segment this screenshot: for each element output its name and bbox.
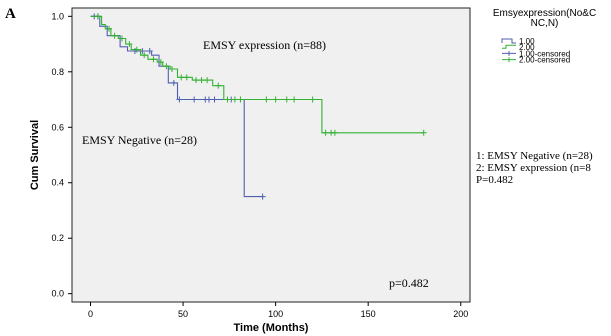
censor-mark-2 bbox=[204, 77, 211, 84]
x-tick-label: 50 bbox=[178, 309, 188, 319]
y-tick-label: 0.4 bbox=[51, 178, 64, 188]
panel-label: A bbox=[5, 6, 16, 22]
censor-mark-1 bbox=[170, 79, 177, 86]
censor-mark-2 bbox=[118, 35, 125, 42]
censor-mark-2 bbox=[283, 96, 290, 103]
censor-mark-2 bbox=[183, 74, 190, 81]
legend-title-line-2: NC,N) bbox=[530, 18, 559, 29]
legend-line-2 bbox=[502, 44, 516, 49]
censor-mark-2 bbox=[106, 25, 113, 32]
legend-title: Emsyexpression(No&C NC,N) bbox=[476, 9, 611, 29]
x-tick-label: 0 bbox=[88, 309, 93, 319]
censor-mark-2 bbox=[94, 13, 101, 20]
p-value-annotation: p=0.482 bbox=[389, 276, 429, 290]
censor-mark-2 bbox=[178, 74, 185, 81]
x-tick-label: 100 bbox=[268, 309, 283, 319]
expression-annotation: EMSY expression (n=88) bbox=[203, 38, 326, 52]
censor-mark-2 bbox=[215, 82, 222, 89]
censor-mark-2 bbox=[231, 96, 238, 103]
censor-mark-2 bbox=[309, 96, 316, 103]
legend-label-4: 2.00-censored bbox=[519, 56, 570, 65]
x-axis-title: Time (Months) bbox=[234, 322, 309, 334]
negative-annotation: EMSY Negative (n=28) bbox=[82, 133, 197, 147]
y-tick-label: 0.0 bbox=[51, 289, 64, 299]
legend-line-1 bbox=[501, 38, 516, 44]
note-group2: 2: EMSY expression (n=8 bbox=[476, 162, 591, 174]
legend-label-2: 2.00 bbox=[519, 43, 535, 52]
censor-mark-2 bbox=[163, 63, 170, 70]
legend-title-line-1: Emsyexpression(No&C bbox=[492, 8, 597, 19]
legend-label-1: 1.00 bbox=[519, 37, 535, 46]
x-tick-label: 200 bbox=[453, 309, 468, 319]
censor-mark-1 bbox=[191, 96, 198, 103]
censor-mark-2 bbox=[420, 129, 427, 136]
censor-mark-2 bbox=[237, 96, 244, 103]
y-axis-title: Cum Survival bbox=[29, 120, 41, 190]
censor-mark-1 bbox=[205, 96, 212, 103]
y-tick-label: 0.2 bbox=[51, 233, 64, 243]
censor-mark-1 bbox=[259, 193, 266, 200]
axes: 0 50 100 150 200 0.0 0.2 0.4 0.6 0.8 1.0 bbox=[51, 11, 468, 319]
censor-mark-2 bbox=[126, 41, 133, 48]
plot-area bbox=[71, 7, 471, 303]
censor-mark-2 bbox=[193, 77, 200, 84]
censor-mark-2 bbox=[168, 66, 175, 73]
y-tick-label: 0.8 bbox=[51, 67, 64, 77]
censor-mark-2 bbox=[291, 96, 298, 103]
censor-mark-2 bbox=[157, 59, 164, 66]
censor-mark-2 bbox=[198, 77, 205, 84]
y-tick-label: 0.6 bbox=[51, 122, 64, 132]
censor-mark-2 bbox=[133, 46, 140, 53]
x-tick-label: 150 bbox=[361, 309, 376, 319]
note-pvalue: P=0.482 bbox=[476, 174, 514, 186]
censor-mark-1 bbox=[176, 96, 183, 103]
censor-mark-2 bbox=[111, 32, 118, 39]
legend-censor-1 bbox=[502, 50, 516, 56]
survival-curve-1 bbox=[90, 15, 263, 198]
censor-mark-2 bbox=[263, 96, 270, 103]
censor-mark-2 bbox=[272, 96, 279, 103]
legend-label-3: 1.00-censored bbox=[519, 49, 570, 58]
censor-mark-2 bbox=[331, 129, 338, 136]
legend-censor-2 bbox=[502, 57, 516, 63]
note-group1: 1: EMSY Negative (n=28) bbox=[476, 150, 593, 162]
censor-mark-2 bbox=[141, 52, 148, 59]
series-layer bbox=[90, 13, 427, 200]
censor-mark-2 bbox=[150, 56, 157, 63]
censor-mark-2 bbox=[224, 96, 231, 103]
y-tick-label: 1.0 bbox=[51, 11, 64, 21]
censor-mark-1 bbox=[211, 96, 218, 103]
censor-mark-1 bbox=[146, 47, 153, 54]
censor-mark-2 bbox=[322, 129, 329, 136]
